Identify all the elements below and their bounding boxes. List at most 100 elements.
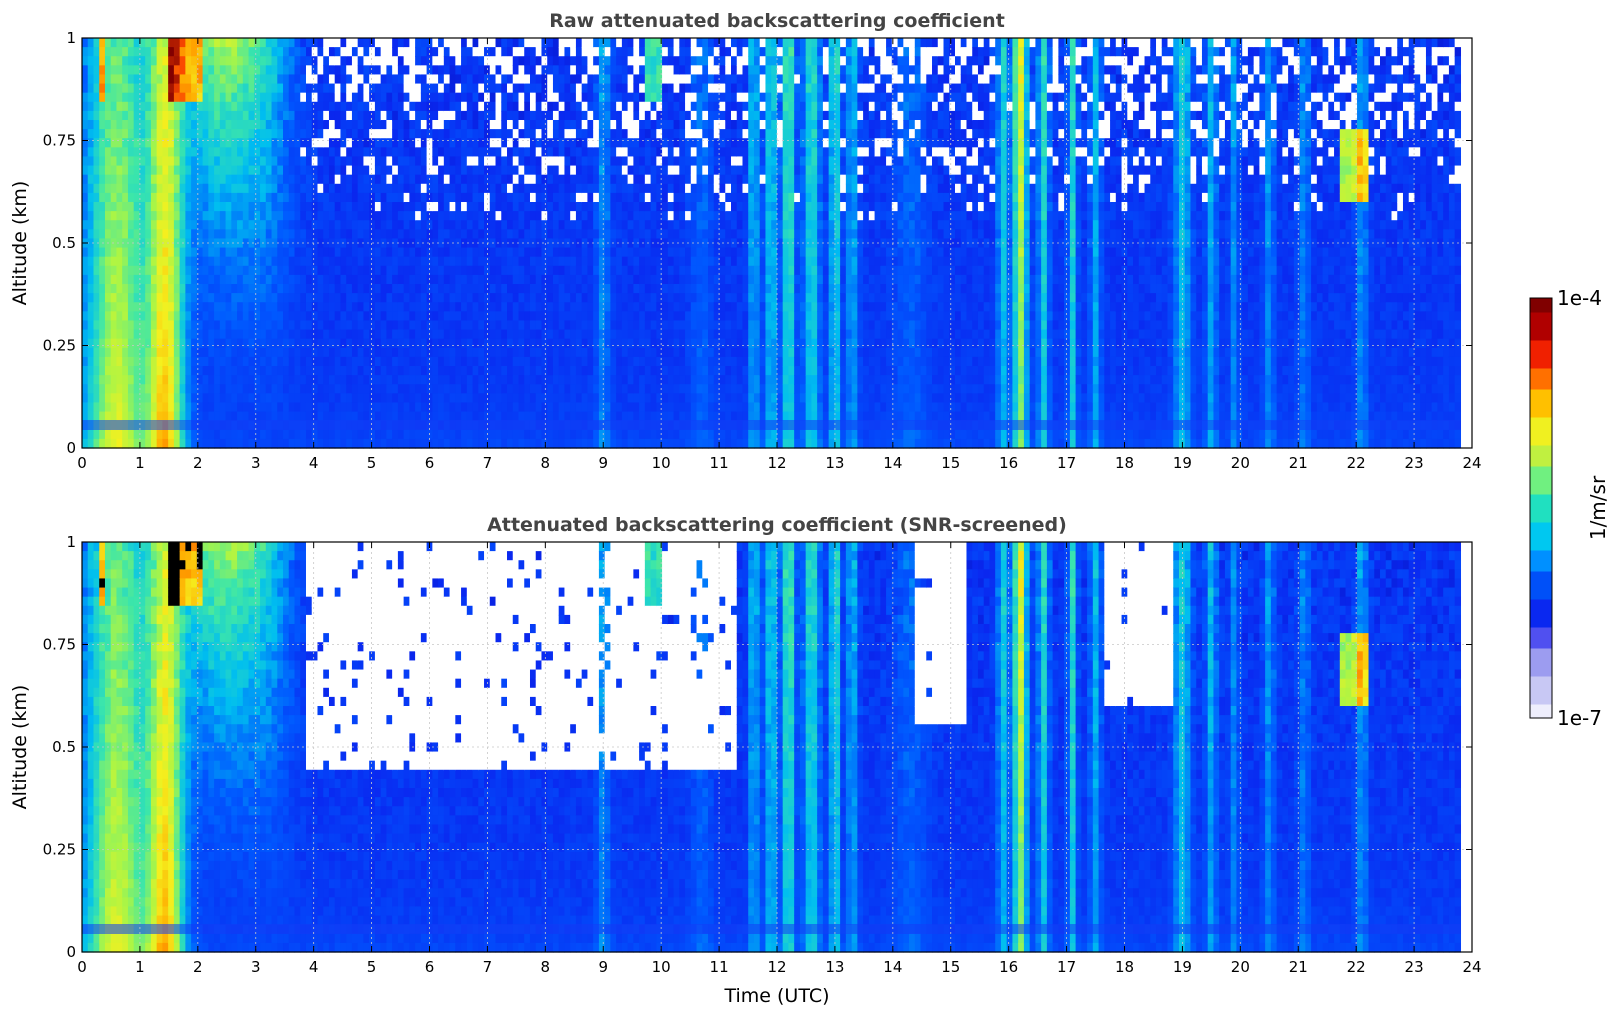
heatmap-cell (134, 257, 140, 267)
heatmap-cell (208, 366, 214, 376)
heatmap-cell (105, 184, 111, 194)
heatmap-cell (283, 220, 289, 230)
heatmap-cell (312, 439, 318, 449)
heatmap-cell (116, 47, 122, 57)
heatmap-cell (266, 120, 272, 130)
heatmap-cell (128, 111, 134, 121)
heatmap-cell (243, 357, 249, 367)
heatmap-cell (295, 384, 301, 394)
heatmap-cell (203, 111, 209, 121)
heatmap-cell (243, 229, 249, 239)
heatmap-cell (105, 257, 111, 267)
heatmap-cell (157, 111, 163, 121)
heatmap-cell (317, 193, 323, 203)
heatmap-cell (329, 202, 335, 212)
heatmap-cell (306, 257, 312, 267)
heatmap-cell (306, 284, 312, 294)
heatmap-cell (243, 184, 249, 194)
heatmap-cell (272, 339, 278, 349)
heatmap-cell (168, 220, 174, 230)
heatmap-cell (249, 211, 255, 221)
heatmap-cell (260, 266, 266, 276)
heatmap-cell (157, 311, 163, 321)
heatmap-cell (335, 184, 341, 194)
heatmap-cell (145, 293, 151, 303)
heatmap-cell (254, 120, 260, 130)
heatmap-cell (237, 393, 243, 403)
heatmap-cell (340, 275, 346, 285)
heatmap-cell (243, 65, 249, 75)
heatmap-cell (151, 248, 157, 258)
heatmap-cell (82, 147, 88, 157)
heatmap-cell (116, 84, 122, 94)
heatmap-cell (139, 220, 145, 230)
heatmap-cell (116, 184, 122, 194)
heatmap-cell (340, 266, 346, 276)
heatmap-cell (116, 339, 122, 349)
heatmap-cell (295, 293, 301, 303)
heatmap-cell (312, 120, 318, 130)
heatmap-cell (249, 311, 255, 321)
heatmap-cell (134, 330, 140, 340)
heatmap-cell (145, 357, 151, 367)
heatmap-cell (300, 211, 306, 221)
heatmap-cell (323, 147, 329, 157)
heatmap-cell (306, 357, 312, 367)
heatmap-cell (231, 56, 237, 66)
heatmap-cell (145, 275, 151, 285)
heatmap-cell (306, 293, 312, 303)
heatmap-cell (317, 357, 323, 367)
heatmap-cell (208, 248, 214, 258)
heatmap-cell (323, 320, 329, 330)
heatmap-cell (300, 47, 306, 57)
heatmap-cell (231, 348, 237, 358)
heatmap-cell (168, 65, 174, 75)
heatmap-cell (312, 248, 318, 258)
heatmap-cell (289, 202, 295, 212)
heatmap-cell (180, 120, 186, 130)
heatmap-cell (317, 74, 323, 84)
heatmap-cell (122, 84, 128, 94)
heatmap-cell (99, 339, 105, 349)
heatmap-cell (340, 248, 346, 258)
heatmap-cell (352, 311, 358, 321)
heatmap-cell (300, 193, 306, 203)
heatmap-cell (283, 84, 289, 94)
heatmap-cell (283, 202, 289, 212)
heatmap-cell (323, 166, 329, 176)
heatmap-cell (335, 138, 341, 148)
heatmap-cell (214, 348, 220, 358)
heatmap-cell (249, 330, 255, 340)
heatmap-cell (352, 402, 358, 412)
heatmap-cell (174, 47, 180, 57)
heatmap-cell (295, 47, 301, 57)
heatmap-cell (237, 229, 243, 239)
heatmap-cell (249, 402, 255, 412)
heatmap-cell (346, 211, 352, 221)
heatmap-cell (249, 430, 255, 440)
heatmap-cell (139, 393, 145, 403)
heatmap-cell (306, 74, 312, 84)
heatmap-cell (260, 439, 266, 449)
heatmap-cell (340, 284, 346, 294)
heatmap-cell (346, 430, 352, 440)
heatmap-cell (157, 184, 163, 194)
heatmap-cell (237, 120, 243, 130)
heatmap-cell (111, 147, 117, 157)
heatmap-cell (116, 412, 122, 422)
heatmap-cell (283, 56, 289, 66)
heatmap-cell (214, 111, 220, 121)
heatmap-cell (168, 348, 174, 358)
heatmap-cell (208, 439, 214, 449)
heatmap-cell (111, 74, 117, 84)
heatmap-cell (128, 357, 134, 367)
heatmap-cell (162, 293, 168, 303)
heatmap-cell (82, 311, 88, 321)
heatmap-cell (306, 384, 312, 394)
heatmap-cell (220, 366, 226, 376)
heatmap-cell (323, 56, 329, 66)
heatmap-cell (340, 202, 346, 212)
heatmap-cell (329, 193, 335, 203)
heatmap-cell (157, 330, 163, 340)
heatmap-cell (300, 357, 306, 367)
